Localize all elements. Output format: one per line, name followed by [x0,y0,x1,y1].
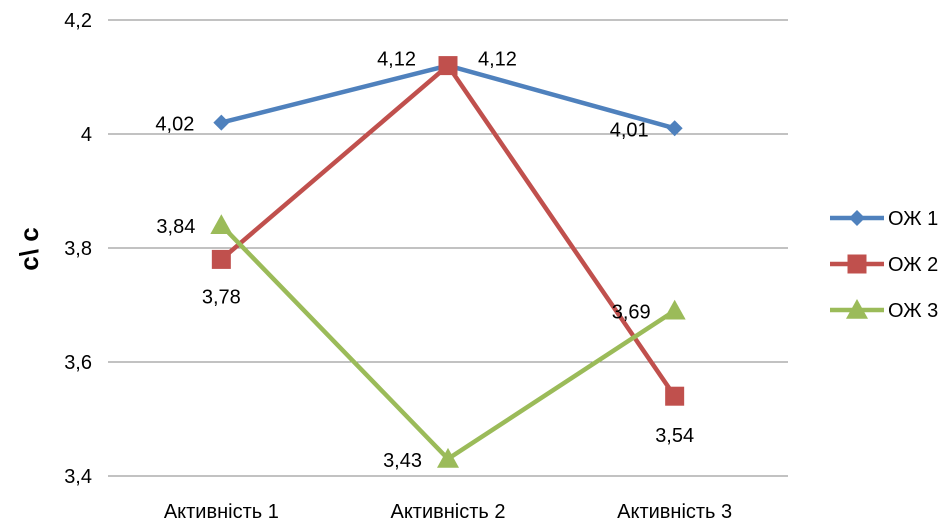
data-labels: 4,02 4,12 4,01 3,78 4,12 3,54 3,84 3,43 3,69 [155,49,694,472]
y-tick-label: 3,6 [64,352,92,374]
data-point-marker [213,114,230,131]
legend-marker [846,299,868,319]
legend-label: ОЖ 3 [888,300,938,322]
data-point-marker [210,214,233,234]
legend: ОЖ 1 ОЖ 2 ОЖ 3 [830,208,938,322]
data-point-marker [666,120,683,137]
data-label: 3,84 [156,216,195,238]
data-label: 3,78 [202,286,241,308]
data-label: 3,43 [383,450,422,472]
legend-label: ОЖ 2 [888,254,938,276]
legend-marker [847,254,867,274]
grid [108,19,788,477]
x-tick-label: Активність 1 [164,501,279,523]
data-point-marker [437,447,459,468]
y-tick-label: 4 [81,124,92,146]
data-label: 3,69 [612,302,651,324]
data-point-marker [665,386,685,406]
x-tick-label: Активність 2 [390,501,505,523]
legend-marker [849,210,865,226]
y-axis-title: с\ с [14,227,44,270]
data-point-marker [663,299,686,320]
data-point-marker [211,249,231,269]
series [210,56,686,468]
data-label: 4,01 [610,119,649,141]
y-tick-label: 3,4 [64,466,92,488]
y-tick-label: 4,2 [64,10,92,32]
data-label: 4,02 [155,114,194,136]
x-tick-label: Активність 3 [617,501,732,523]
data-label: 4,12 [478,49,517,71]
data-point-marker [438,56,458,76]
series-line [219,63,677,398]
legend-label: ОЖ 1 [888,208,938,230]
data-label: 4,12 [377,49,416,71]
data-label: 3,54 [655,425,694,447]
series-line [219,223,676,462]
y-tick-label: 3,8 [64,238,92,260]
